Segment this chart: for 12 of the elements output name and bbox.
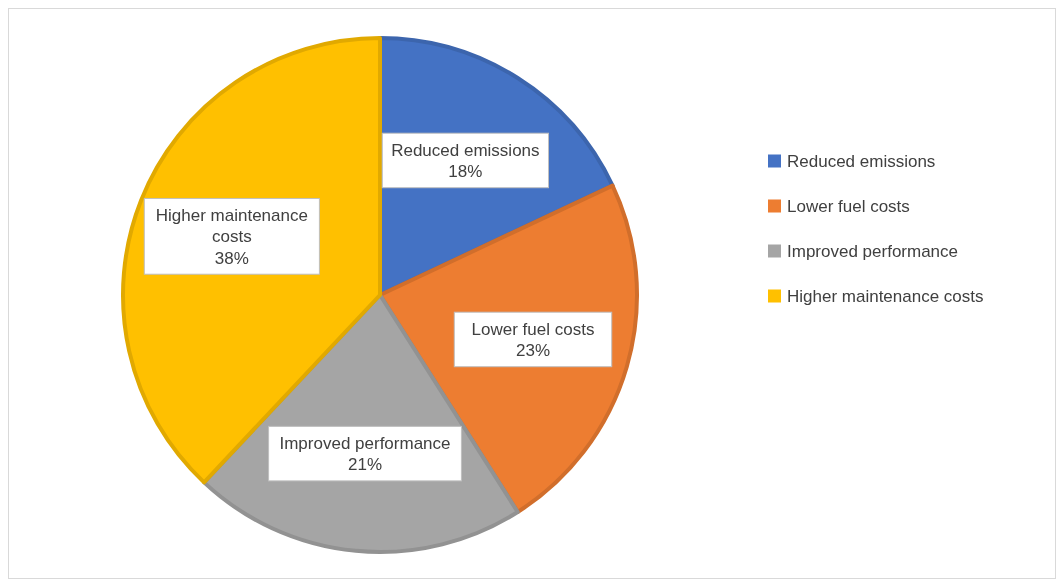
data-label: 18% [448, 162, 483, 182]
slice-label: Higher maintenance costs [155, 206, 308, 247]
legend-label: Higher maintenance costs [787, 286, 984, 306]
legend-label: Improved performance [787, 241, 959, 261]
slice-label: Lower fuel costs [471, 319, 595, 339]
legend-label: Reduced emissions [787, 151, 936, 171]
data-label: 21% [347, 455, 383, 475]
legend-label: Lower fuel costs [787, 196, 910, 216]
data-label: 23% [516, 341, 551, 361]
slice-label: Reduced emissions [391, 140, 540, 160]
slice-label: Improved performance [279, 433, 451, 453]
data-label: 38% [214, 248, 249, 268]
